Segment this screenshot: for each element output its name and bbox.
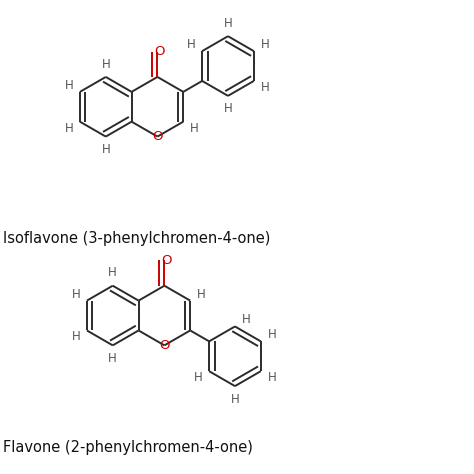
Text: H: H (197, 288, 206, 301)
Text: H: H (109, 352, 117, 365)
Text: H: H (267, 371, 276, 384)
Text: H: H (109, 266, 117, 279)
Text: H: H (260, 81, 269, 94)
Text: H: H (187, 38, 196, 51)
Text: H: H (230, 392, 239, 406)
Text: H: H (101, 143, 110, 156)
Text: H: H (267, 328, 276, 341)
Text: O: O (161, 254, 172, 267)
Text: H: H (224, 17, 232, 30)
Text: O: O (159, 339, 170, 352)
Text: Isoflavone (3-phenylchromen-4-one): Isoflavone (3-phenylchromen-4-one) (3, 231, 271, 246)
Text: H: H (101, 57, 110, 71)
Text: Flavone (2-phenylchromen-4-one): Flavone (2-phenylchromen-4-one) (3, 440, 253, 455)
Text: H: H (242, 313, 250, 327)
Text: H: H (72, 330, 80, 343)
Text: O: O (154, 45, 164, 58)
Text: O: O (152, 130, 163, 143)
Text: H: H (224, 102, 232, 115)
Text: H: H (194, 371, 202, 384)
Text: H: H (64, 122, 73, 135)
Text: H: H (72, 288, 80, 301)
Text: H: H (260, 38, 269, 51)
Text: H: H (190, 122, 199, 135)
Text: H: H (64, 79, 73, 92)
